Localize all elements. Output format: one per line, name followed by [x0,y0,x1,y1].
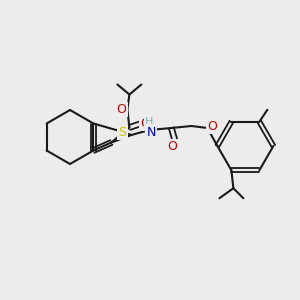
Text: O: O [207,119,217,133]
Text: S: S [118,126,126,139]
Text: H: H [145,117,154,127]
Text: O: O [167,140,177,154]
Text: O: O [116,103,126,116]
Text: N: N [147,125,156,139]
Text: O: O [140,117,150,130]
